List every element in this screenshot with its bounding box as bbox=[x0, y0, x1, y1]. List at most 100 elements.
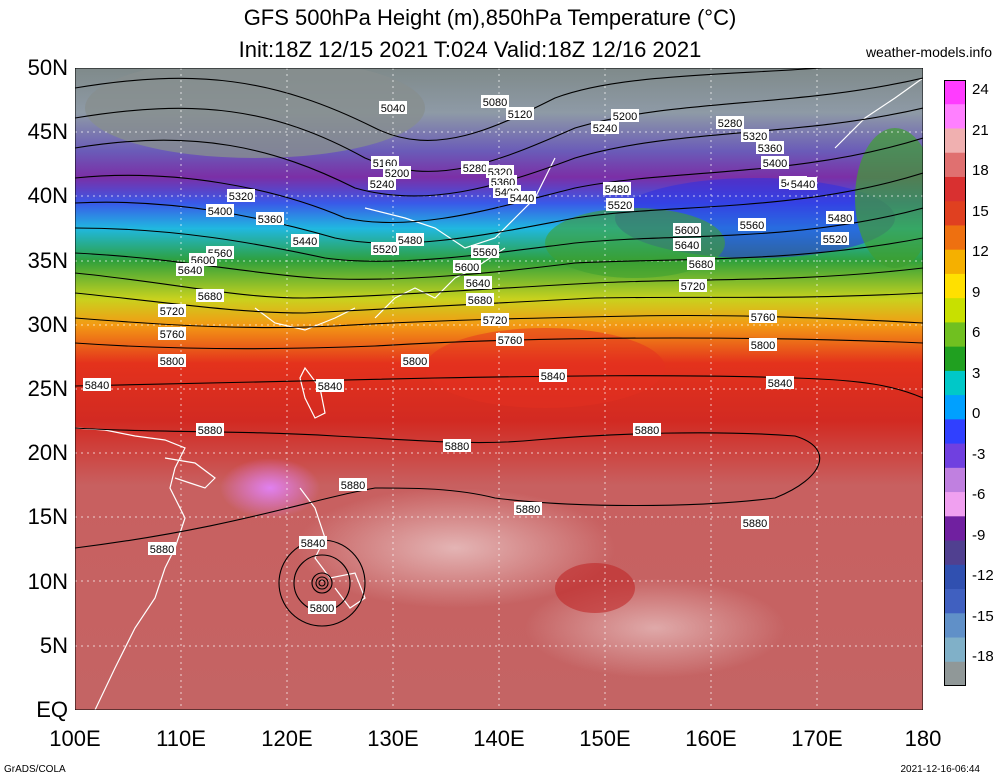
svg-text:5800: 5800 bbox=[310, 603, 334, 615]
contour-label: 5440 bbox=[789, 177, 817, 191]
svg-text:5680: 5680 bbox=[468, 295, 492, 307]
svg-text:5880: 5880 bbox=[635, 425, 659, 437]
lat-label: 5N bbox=[39, 632, 68, 658]
svg-text:5880: 5880 bbox=[743, 518, 767, 530]
contour-label: 5720 bbox=[158, 304, 186, 318]
contour-label: 5320 bbox=[227, 189, 255, 203]
contour-label: 5800 bbox=[308, 601, 336, 615]
contour-label: 5840 bbox=[83, 378, 111, 392]
colorbar-swatch bbox=[944, 249, 966, 275]
svg-text:5440: 5440 bbox=[791, 179, 815, 191]
colorbar-swatch bbox=[944, 564, 966, 590]
svg-text:5400: 5400 bbox=[208, 206, 232, 218]
contour-label: 5200 bbox=[611, 109, 639, 123]
lat-label: 30N bbox=[27, 311, 68, 337]
contour-label: 5680 bbox=[196, 289, 224, 303]
colorbar-swatch bbox=[944, 176, 966, 202]
svg-text:5280: 5280 bbox=[463, 163, 487, 175]
contour-label: 5240 bbox=[591, 121, 619, 135]
chart-subtitle: Init:18Z 12/15 2021 T:024 Valid:18Z 12/1… bbox=[238, 37, 702, 62]
svg-text:5840: 5840 bbox=[541, 371, 565, 383]
colorbar-swatch bbox=[944, 443, 966, 469]
contour-label: 5880 bbox=[148, 542, 176, 556]
svg-text:5040: 5040 bbox=[381, 103, 405, 115]
contour-label: 5840 bbox=[539, 369, 567, 383]
colorbar-swatch bbox=[944, 370, 966, 396]
colorbar bbox=[944, 80, 966, 686]
colorbar-swatch bbox=[944, 589, 966, 614]
contour-label: 5400 bbox=[761, 156, 789, 170]
colorbar-swatch bbox=[944, 152, 966, 178]
contour-label: 5640 bbox=[464, 276, 492, 290]
contour-label: 5840 bbox=[299, 536, 327, 550]
lon-label: 180 bbox=[904, 726, 942, 751]
colorbar-label: 18 bbox=[972, 162, 989, 179]
moist-area bbox=[295, 488, 615, 608]
contour-label: 5520 bbox=[821, 232, 849, 246]
svg-text:5520: 5520 bbox=[373, 244, 397, 256]
svg-text:5240: 5240 bbox=[593, 123, 617, 135]
lat-label: 50N bbox=[27, 55, 68, 80]
svg-text:5760: 5760 bbox=[498, 335, 522, 347]
lat-label: 10N bbox=[27, 568, 68, 594]
svg-text:5800: 5800 bbox=[160, 356, 184, 368]
svg-text:5280: 5280 bbox=[718, 118, 742, 130]
contour-label: 5080 bbox=[481, 95, 509, 109]
svg-text:5520: 5520 bbox=[608, 200, 632, 212]
lat-label: 15N bbox=[27, 504, 68, 530]
colorbar-label: 6 bbox=[972, 324, 981, 341]
colorbar-swatch bbox=[944, 419, 966, 445]
contour-label: 5760 bbox=[158, 327, 186, 341]
contour-label: 5440 bbox=[291, 234, 319, 248]
svg-text:5720: 5720 bbox=[681, 281, 705, 293]
contour-label: 5560 bbox=[738, 218, 766, 232]
colorbar-label: -18 bbox=[972, 648, 994, 665]
contour-label: 5800 bbox=[401, 354, 429, 368]
cold-air-mass bbox=[85, 68, 425, 158]
lon-label: 140E bbox=[473, 726, 525, 751]
lat-label: 40N bbox=[27, 183, 68, 209]
warm-patch-north bbox=[855, 128, 923, 268]
contour-label: 5800 bbox=[749, 338, 777, 352]
colorbar-swatch bbox=[944, 128, 966, 154]
colorbar-swatch bbox=[944, 346, 966, 372]
contour-label: 5880 bbox=[339, 478, 367, 492]
contour-label: 5120 bbox=[506, 107, 534, 121]
contour-label: 5720 bbox=[481, 313, 509, 327]
contour-label: 5640 bbox=[176, 263, 204, 277]
credit-label: weather-models.info bbox=[865, 44, 992, 60]
contour-label: 5880 bbox=[196, 423, 224, 437]
lat-label: 35N bbox=[27, 247, 68, 273]
contour-label: 5880 bbox=[443, 439, 471, 453]
footer-timestamp: 2021-12-16-06:44 bbox=[900, 764, 980, 775]
colorbar-label: 9 bbox=[972, 283, 981, 301]
svg-text:5800: 5800 bbox=[751, 340, 775, 352]
lon-label: 170E bbox=[791, 726, 843, 751]
warm-pink-area bbox=[220, 458, 320, 518]
svg-text:5880: 5880 bbox=[341, 480, 365, 492]
contour-label: 5880 bbox=[633, 423, 661, 437]
contour-label: 5600 bbox=[453, 260, 481, 274]
svg-text:5720: 5720 bbox=[483, 315, 507, 327]
contour-label: 5560 bbox=[471, 245, 499, 259]
contour-label: 5480 bbox=[603, 182, 631, 196]
weather-map: 5040508051205200524052805320536054005440… bbox=[75, 68, 923, 710]
lat-lon-grid bbox=[75, 68, 923, 710]
colorbar-swatch bbox=[944, 225, 966, 251]
contour-label: 5840 bbox=[766, 376, 794, 390]
svg-text:5640: 5640 bbox=[466, 278, 490, 290]
colorbar-label: -9 bbox=[972, 526, 986, 544]
colorbar-label: -6 bbox=[972, 486, 986, 503]
svg-text:5480: 5480 bbox=[605, 184, 629, 196]
contour-label: 5880 bbox=[514, 502, 542, 516]
svg-text:5880: 5880 bbox=[516, 504, 540, 516]
contour-label: 5040 bbox=[379, 101, 407, 115]
contour-label: 5600 bbox=[673, 223, 701, 237]
svg-text:5680: 5680 bbox=[198, 291, 222, 303]
lon-label: 100E bbox=[49, 726, 101, 751]
contour-label: 5280 bbox=[716, 116, 744, 130]
contour-labels: 5040508051205200524052805320536054005440… bbox=[83, 95, 854, 615]
lat-label: EQ bbox=[36, 697, 68, 722]
svg-text:5640: 5640 bbox=[178, 265, 202, 277]
svg-text:5640: 5640 bbox=[675, 240, 699, 252]
